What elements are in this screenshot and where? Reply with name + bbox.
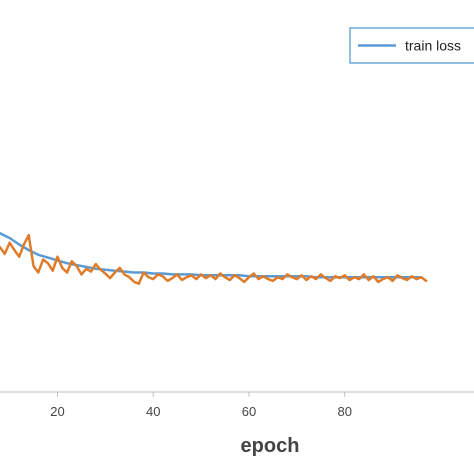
series-line-train-loss xyxy=(0,232,423,279)
axes: 20 40 60 80 xyxy=(0,391,474,419)
series-line-2 xyxy=(0,233,428,285)
x-tick-label: 80 xyxy=(337,404,351,419)
legend-label-train-loss: train loss xyxy=(405,38,461,54)
series-lines xyxy=(0,232,428,285)
x-tick-label: 60 xyxy=(242,404,256,419)
x-tick-label: 40 xyxy=(146,404,160,419)
legend: train loss xyxy=(349,27,474,64)
x-axis-title: epoch xyxy=(241,435,300,457)
x-tick-label: 20 xyxy=(50,404,64,419)
